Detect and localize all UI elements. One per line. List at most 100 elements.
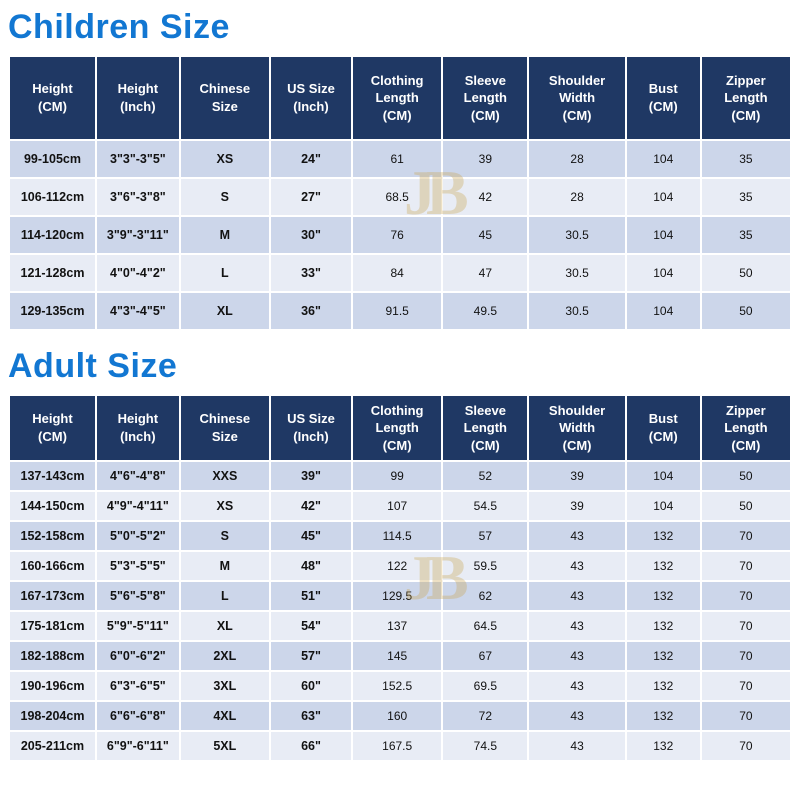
table-cell: M	[178, 215, 271, 255]
table-row: 190-196cm 6"3"-6"5" 3XL 60" 152.5 69.5 43 132 70	[8, 670, 793, 702]
adult-size-table: Height (CM) Height (Inch) Chinese Size US S…	[8, 394, 793, 762]
table-cell: 4XL	[178, 700, 271, 732]
table-cell: 60"	[268, 670, 354, 702]
table-cell: 76	[351, 215, 444, 255]
table-cell: 50	[699, 460, 793, 492]
table-cell: XL	[178, 291, 271, 331]
table-cell: 72	[441, 700, 530, 732]
table-row: 198-204cm 6"6"-6"8" 4XL 63" 160 72 43 132 70	[8, 700, 793, 732]
table-cell: 106-112cm	[8, 177, 97, 217]
table-cell: 104	[624, 177, 702, 217]
table-row: 175-181cm 5"9"-5"11" XL 54" 137 64.5 43 132 70	[8, 610, 793, 642]
table-cell: 30.5	[527, 215, 627, 255]
table-cell: 43	[527, 700, 627, 732]
table-row: 129-135cm 4"3"-4"5" XL 36" 91.5 49.5 30.5 104 50	[8, 291, 793, 331]
column-header: Height (Inch)	[94, 394, 181, 462]
table-cell: 70	[699, 610, 793, 642]
table-cell: 122	[351, 550, 444, 582]
table-cell: 43	[527, 550, 627, 582]
column-header: Sleeve Length (CM)	[441, 55, 530, 141]
table-cell: 5"3"-5"5"	[94, 550, 181, 582]
table-cell: 48"	[268, 550, 354, 582]
table-row: 106-112cm 3"6"-3"8" S 27" 68.5 42 28 104 35	[8, 177, 793, 217]
table-cell: 167.5	[351, 730, 444, 762]
table-cell: XS	[178, 139, 271, 179]
table-cell: 54.5	[441, 490, 530, 522]
table-cell: 45"	[268, 520, 354, 552]
table-cell: 132	[624, 520, 702, 552]
table-cell: 132	[624, 700, 702, 732]
table-row: 137-143cm 4"6"-4"8" XXS 39" 99 52 39 104 50	[8, 460, 793, 492]
table-cell: M	[178, 550, 271, 582]
table-cell: 52	[441, 460, 530, 492]
table-cell: 54"	[268, 610, 354, 642]
table-cell: S	[178, 177, 271, 217]
table-cell: 5XL	[178, 730, 271, 762]
table-cell: 6"9"-6"11"	[94, 730, 181, 762]
table-cell: 152-158cm	[8, 520, 97, 552]
table-cell: L	[178, 253, 271, 293]
table-cell: XXS	[178, 460, 271, 492]
header-row: Height (CM) Height (Inch) Chinese Size US S…	[8, 55, 793, 141]
column-header: Clothing Length (CM)	[351, 55, 444, 141]
table-cell: 43	[527, 520, 627, 552]
table-cell: 205-211cm	[8, 730, 97, 762]
table-cell: 45	[441, 215, 530, 255]
table-cell: 42	[441, 177, 530, 217]
table-cell: 99	[351, 460, 444, 492]
table-cell: 198-204cm	[8, 700, 97, 732]
column-header: US Size (Inch)	[268, 55, 354, 141]
table-cell: 132	[624, 550, 702, 582]
table-row: 114-120cm 3"9"-3"11" M 30" 76 45 30.5 104 35	[8, 215, 793, 255]
table-cell: 51"	[268, 580, 354, 612]
table-cell: 137	[351, 610, 444, 642]
table-cell: 59.5	[441, 550, 530, 582]
column-header: Shoulder Width (CM)	[527, 394, 627, 462]
header-row: Height (CM) Height (Inch) Chinese Size US S…	[8, 394, 793, 462]
table-cell: 107	[351, 490, 444, 522]
table-cell: 2XL	[178, 640, 271, 672]
column-header: US Size (Inch)	[268, 394, 354, 462]
table-cell: 3"6"-3"8"	[94, 177, 181, 217]
table-cell: 43	[527, 640, 627, 672]
table-cell: 50	[699, 253, 793, 293]
adult-size-title: Adult Size	[8, 347, 178, 385]
table-cell: 182-188cm	[8, 640, 97, 672]
table-cell: 132	[624, 580, 702, 612]
table-cell: 42"	[268, 490, 354, 522]
table-row: 99-105cm 3"3"-3"5" XS 24" 61 39 28 104 35	[8, 139, 793, 179]
table-cell: 33"	[268, 253, 354, 293]
table-cell: 175-181cm	[8, 610, 97, 642]
table-cell: 5"6"-5"8"	[94, 580, 181, 612]
table-cell: 64.5	[441, 610, 530, 642]
table-cell: 3"3"-3"5"	[94, 139, 181, 179]
table-cell: 57"	[268, 640, 354, 672]
column-header: Sleeve Length (CM)	[441, 394, 530, 462]
table-cell: 114.5	[351, 520, 444, 552]
table-row: 160-166cm 5"3"-5"5" M 48" 122 59.5 43 132 70	[8, 550, 793, 582]
column-header: Chinese Size	[178, 55, 271, 141]
table-cell: 43	[527, 730, 627, 762]
table-cell: 91.5	[351, 291, 444, 331]
table-cell: 121-128cm	[8, 253, 97, 293]
table-cell: 104	[624, 253, 702, 293]
table-cell: 114-120cm	[8, 215, 97, 255]
table-cell: 28	[527, 177, 627, 217]
column-header: Chinese Size	[178, 394, 271, 462]
table-cell: 5"9"-5"11"	[94, 610, 181, 642]
table-row: 152-158cm 5"0"-5"2" S 45" 114.5 57 43 132 70	[8, 520, 793, 552]
table-cell: L	[178, 580, 271, 612]
table-cell: 70	[699, 640, 793, 672]
table-cell: 99-105cm	[8, 139, 97, 179]
table-cell: 50	[699, 291, 793, 331]
table-row: 144-150cm 4"9"-4"11" XS 42" 107 54.5 39 104 50	[8, 490, 793, 522]
column-header: Clothing Length (CM)	[351, 394, 444, 462]
table-row: 167-173cm 5"6"-5"8" L 51" 129.5 62 43 132 70	[8, 580, 793, 612]
table-cell: 132	[624, 610, 702, 642]
column-header: Height (Inch)	[94, 55, 181, 141]
table-cell: 69.5	[441, 670, 530, 702]
table-cell: 68.5	[351, 177, 444, 217]
table-cell: S	[178, 520, 271, 552]
column-header: Zipper Length (CM)	[699, 55, 793, 141]
table-cell: 129.5	[351, 580, 444, 612]
